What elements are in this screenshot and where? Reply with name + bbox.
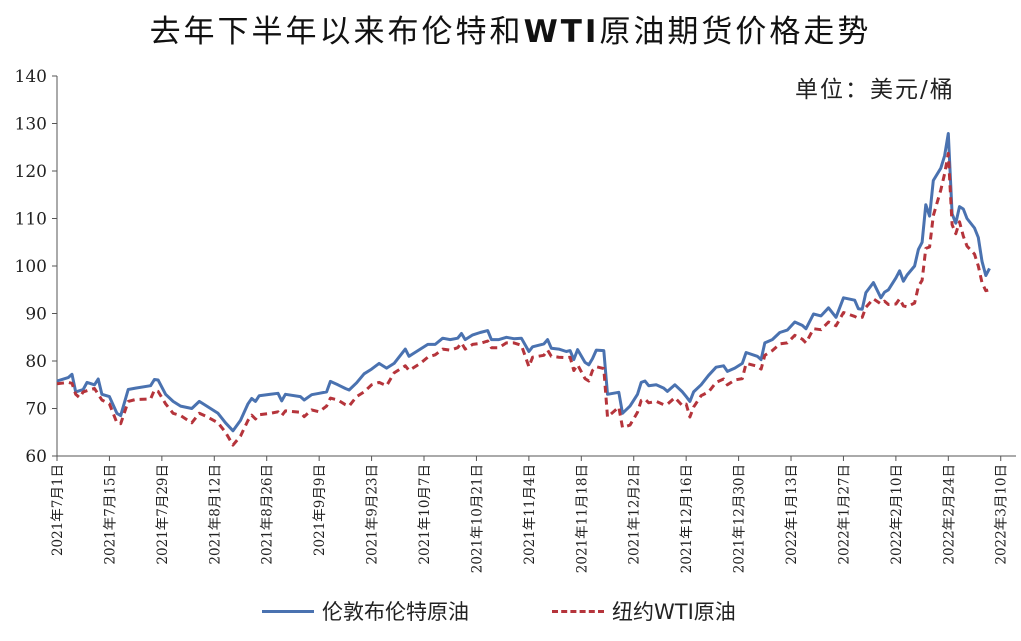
unit-note: 单位：美元/桶 [795, 77, 955, 103]
y-tick-label: 60 [25, 447, 47, 467]
x-tick-label: 2021年11月18日 [574, 464, 590, 573]
x-tick-label: 2021年12月2日 [627, 464, 643, 565]
legend-swatch-brent [262, 609, 314, 613]
x-tick-label: 2021年8月26日 [260, 464, 276, 565]
x-tick-label: 2021年8月12日 [207, 464, 223, 565]
legend-swatch-wti [552, 609, 604, 613]
y-tick-label: 140 [15, 67, 47, 87]
x-tick-label: 2021年11月4日 [522, 464, 538, 565]
x-tick-label: 2021年9月23日 [365, 464, 381, 565]
x-tick-label: 2022年2月10日 [889, 464, 905, 565]
x-tick-label: 2021年10月21日 [469, 464, 485, 573]
axes [56, 76, 1016, 457]
x-tick-label: 2021年12月16日 [679, 464, 695, 573]
y-tick-label: 70 [25, 400, 47, 420]
y-tick-label: 110 [15, 210, 47, 230]
series-line-brent [56, 132, 991, 433]
y-tick-label: 120 [15, 162, 47, 182]
series-line-wti [56, 151, 990, 447]
legend-label-wti: 纽约WTI原油 [612, 600, 736, 624]
x-tick-label: 2021年9月9日 [312, 464, 328, 556]
x-tick-label: 2021年10月7日 [417, 464, 433, 565]
x-tick-label: 2022年1月27日 [836, 464, 852, 565]
legend-item-brent: 伦敦布伦特原油 [262, 596, 469, 626]
series-lines [56, 132, 991, 447]
x-tick-label: 2021年12月30日 [732, 464, 748, 573]
x-tick-label: 2022年1月13日 [784, 464, 800, 565]
x-tick-label: 2021年7月29日 [155, 464, 171, 565]
x-tick-label: 2021年7月1日 [50, 464, 66, 556]
chart-title: 去年下半年以来布伦特和WTI原油期货价格走势 [149, 14, 872, 50]
x-axis-ticks: 2021年7月1日 2021年7月15日 2021年7月29日 2021年8月12日 2… [50, 456, 1010, 573]
y-tick-label: 90 [25, 305, 47, 325]
y-tick-label: 80 [25, 352, 47, 372]
x-tick-label: 2022年3月10日 [994, 464, 1010, 565]
y-tick-label: 100 [15, 257, 47, 277]
legend-label-brent: 伦敦布伦特原油 [322, 600, 469, 624]
x-tick-label: 2022年2月24日 [941, 464, 957, 565]
y-axis-ticks: 60 70 80 90 100 110 120 130 140 [15, 67, 57, 467]
legend-item-wti: 纽约WTI原油 [552, 596, 736, 626]
x-tick-label: 2021年7月15日 [102, 464, 118, 565]
y-tick-label: 130 [15, 115, 47, 135]
